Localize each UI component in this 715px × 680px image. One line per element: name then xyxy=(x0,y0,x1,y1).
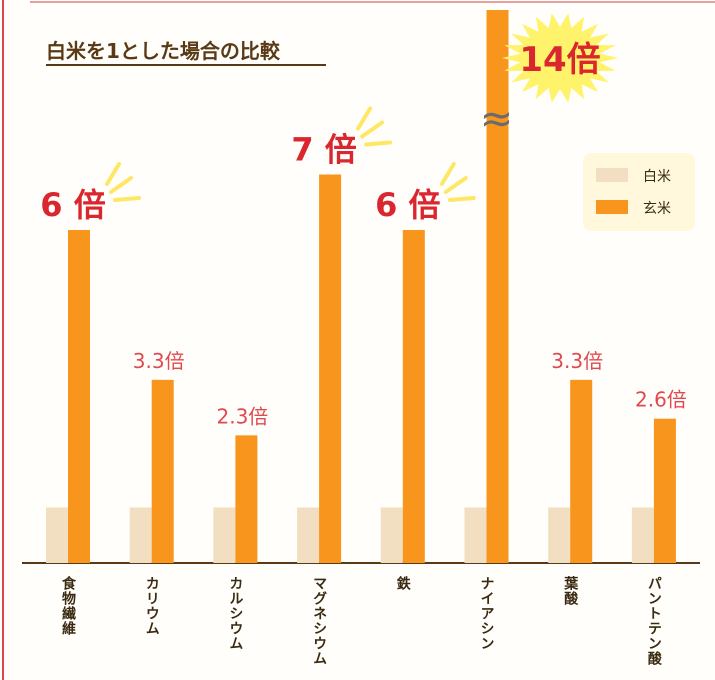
bar-brown-rice xyxy=(570,379,593,563)
category-label: 鉄 xyxy=(395,575,411,591)
highlight-ray xyxy=(360,120,385,139)
legend-swatch-white-rice xyxy=(596,168,628,182)
axis-break-symbol: ≈ xyxy=(480,96,514,142)
highlight-ray xyxy=(443,176,468,194)
category-label: カリウム xyxy=(144,576,160,636)
legend-swatch-brown-rice xyxy=(596,200,628,214)
bar-brown-rice xyxy=(402,230,425,563)
bar-white-rice xyxy=(297,507,320,563)
legend: 白米 玄米 xyxy=(583,153,695,231)
chart-title: 白米を1とした場合の比較 xyxy=(46,39,281,63)
category-label: ナイアシン xyxy=(479,576,495,651)
value-labels-layer: 6 倍 3.3倍 2.3倍 7 倍 6 倍 ≈14倍 3.3倍 2.6倍 xyxy=(40,13,687,428)
value-label: 14倍 xyxy=(519,40,600,80)
highlight-ray xyxy=(447,196,476,202)
value-label: 2.6倍 xyxy=(635,388,687,412)
category-label: 葉酸 xyxy=(562,575,579,606)
highlight-ray xyxy=(113,196,141,202)
category-label: パントテン酸 xyxy=(646,576,662,666)
category-label: カルシウム xyxy=(227,576,243,651)
bar-brown-rice xyxy=(653,418,676,563)
bar-brown-rice xyxy=(151,379,174,563)
bar-brown-rice xyxy=(235,435,258,563)
highlight-ray xyxy=(109,176,133,194)
bar-white-rice xyxy=(129,507,152,563)
bar-white-rice xyxy=(213,507,236,563)
category-label: マグネシウム xyxy=(311,576,327,666)
category-labels-layer: 食物繊維 カリウム カルシウム マグネシウム 鉄 ナイアシン 葉酸 パントテン酸 xyxy=(60,575,662,666)
highlight-ray xyxy=(356,106,373,131)
bar-white-rice xyxy=(380,507,403,563)
legend-label-white-rice: 白米 xyxy=(643,169,671,185)
bars-layer xyxy=(46,10,676,563)
bar-brown-rice xyxy=(68,230,90,563)
category-label: 食物繊維 xyxy=(60,575,76,636)
highlight-ray xyxy=(439,162,456,186)
bar-white-rice xyxy=(46,507,68,563)
bar-brown-rice xyxy=(486,10,509,563)
bar-white-rice xyxy=(631,507,654,563)
value-label: 2.3倍 xyxy=(216,404,268,428)
highlight-ray xyxy=(364,140,393,147)
value-label: 7 倍 xyxy=(291,131,356,169)
bar-brown-rice xyxy=(319,174,342,563)
value-label: 3.3倍 xyxy=(551,349,603,373)
legend-label-brown-rice: 玄米 xyxy=(643,200,671,217)
legend-box xyxy=(583,153,695,231)
value-label: 6 倍 xyxy=(40,186,105,224)
bar-white-rice xyxy=(548,507,571,563)
bar-white-rice xyxy=(464,507,487,563)
highlight-ray xyxy=(105,162,121,186)
value-label: 3.3倍 xyxy=(133,349,185,373)
value-label: 6 倍 xyxy=(375,186,440,224)
starburst-highlight xyxy=(502,13,618,103)
